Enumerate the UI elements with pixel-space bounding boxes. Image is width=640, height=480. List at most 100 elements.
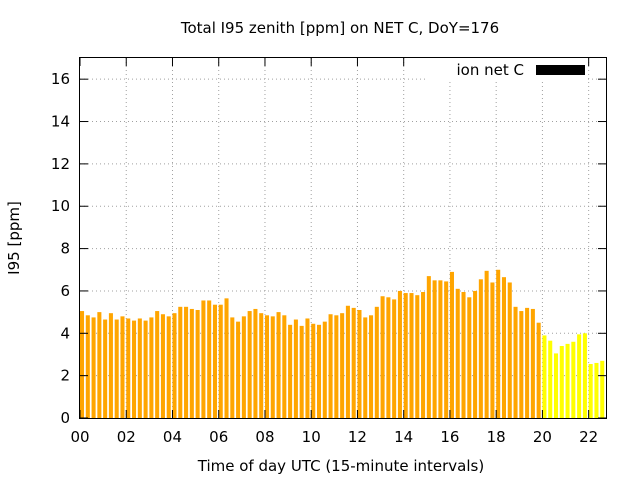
- bar: [455, 288, 460, 418]
- x-tick-labels: 00 02 04 06 08 10 12 14 16 18 20 22: [70, 428, 598, 446]
- bar-latest: [600, 360, 605, 418]
- bar: [241, 316, 246, 418]
- bar: [288, 324, 293, 418]
- plot-frame: [79, 57, 607, 419]
- bar: [299, 325, 304, 418]
- x-tick-label: 00: [70, 428, 89, 446]
- bar-latest: [565, 343, 570, 418]
- bar: [212, 304, 217, 418]
- bar: [195, 310, 200, 418]
- bar: [397, 290, 402, 418]
- bar: [473, 290, 478, 418]
- bar: [380, 296, 385, 418]
- x-tick-label: 14: [394, 428, 413, 446]
- bar: [357, 310, 362, 418]
- bar: [478, 279, 483, 418]
- bar: [507, 282, 512, 418]
- bar: [363, 317, 368, 418]
- bar: [201, 300, 206, 418]
- bar: [501, 277, 507, 418]
- bar: [120, 316, 125, 418]
- x-tick-label: 22: [579, 428, 598, 446]
- bar: [143, 320, 148, 418]
- y-tick-label: 14: [51, 113, 70, 131]
- bar: [369, 315, 374, 418]
- bar: [444, 281, 449, 418]
- bar: [311, 323, 316, 418]
- bar: [172, 313, 177, 418]
- ticks: [79, 58, 606, 419]
- y-tick-label: 10: [51, 197, 70, 215]
- bar: [282, 315, 287, 418]
- bar-latest: [548, 340, 553, 418]
- bar: [270, 316, 275, 418]
- bar: [132, 320, 137, 418]
- bar: [264, 315, 270, 418]
- bar-latest: [582, 333, 587, 418]
- bar: [322, 321, 327, 418]
- bar: [403, 293, 408, 418]
- bar: [149, 317, 154, 418]
- bar: [409, 293, 414, 418]
- bar: [259, 313, 264, 418]
- bar: [432, 280, 437, 418]
- bar-latest: [594, 362, 599, 418]
- bar: [438, 280, 443, 418]
- y-tick-label: 4: [60, 324, 70, 342]
- bar: [207, 300, 212, 418]
- bar: [91, 317, 96, 418]
- bar: [484, 270, 489, 418]
- bar: [340, 313, 345, 418]
- bar: [247, 311, 252, 418]
- x-tick-label: 04: [163, 428, 182, 446]
- bar: [155, 311, 160, 418]
- bar: [137, 318, 142, 418]
- bar: [293, 319, 298, 418]
- bar: [328, 314, 333, 418]
- bar: [224, 298, 229, 418]
- bar: [449, 271, 454, 418]
- bar: [166, 316, 171, 418]
- x-tick-label: 10: [302, 428, 321, 446]
- bar: [184, 306, 189, 418]
- bar-latest: [577, 334, 582, 418]
- y-axis-label: I95 [ppm]: [5, 201, 23, 275]
- bar: [519, 311, 524, 418]
- bar: [496, 269, 501, 418]
- bar: [236, 321, 241, 418]
- bar-latest: [542, 335, 547, 418]
- bar: [97, 312, 102, 418]
- bar-latest: [553, 353, 559, 418]
- bar: [525, 307, 530, 418]
- legend: ion net C: [426, 58, 586, 82]
- bar: [178, 306, 183, 418]
- bar: [80, 311, 85, 418]
- x-tick-label: 12: [348, 428, 367, 446]
- y-tick-label: 8: [60, 240, 70, 258]
- y-tick-label: 12: [51, 155, 70, 173]
- x-tick-label: 18: [487, 428, 506, 446]
- bar: [415, 295, 420, 418]
- bar: [345, 305, 350, 418]
- bar: [189, 308, 194, 418]
- bar: [108, 313, 113, 418]
- bar: [103, 319, 108, 418]
- bar-latest: [559, 346, 564, 418]
- chart-title: Total I95 zenith [ppm] on NET C, DoY=176: [180, 19, 499, 37]
- bar: [461, 292, 466, 418]
- bar: [513, 306, 518, 418]
- bars: [80, 269, 605, 418]
- bar: [490, 282, 495, 418]
- bar: [126, 318, 131, 418]
- bar: [160, 314, 165, 418]
- x-tick-label: 16: [440, 428, 459, 446]
- bar: [351, 307, 356, 418]
- bar: [467, 297, 472, 418]
- x-axis-label: Time of day UTC (15-minute intervals): [197, 457, 484, 475]
- bar-latest: [571, 341, 576, 418]
- bar: [392, 299, 397, 418]
- bar: [218, 304, 223, 418]
- y-tick-label: 2: [60, 367, 70, 385]
- bar: [85, 315, 90, 418]
